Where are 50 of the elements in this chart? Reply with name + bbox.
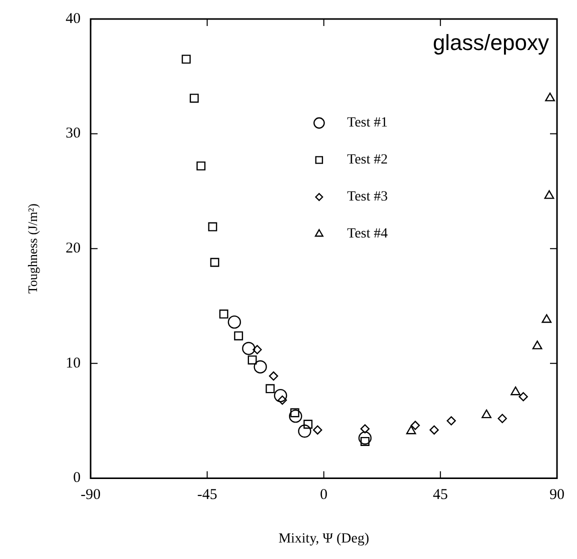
point — [298, 424, 312, 438]
point — [210, 258, 220, 267]
legend-label: Test #3 — [347, 190, 388, 205]
point — [406, 426, 416, 434]
point — [219, 310, 228, 319]
legend-label: Test #2 — [347, 152, 388, 168]
point — [274, 388, 288, 402]
point — [248, 355, 257, 364]
point — [196, 161, 206, 170]
point — [208, 222, 218, 232]
legend-label: Test #1 — [347, 116, 388, 131]
point — [190, 94, 199, 103]
x-axis-title: Mixity, Ψ (Deg) — [278, 531, 370, 546]
point — [252, 345, 262, 354]
x-tick-label: 45 — [432, 487, 448, 504]
point — [268, 371, 278, 381]
point — [304, 420, 312, 429]
point — [266, 384, 275, 394]
y-axis-title: Toughness (J/m²) — [25, 204, 40, 294]
point — [430, 425, 439, 435]
point — [544, 190, 554, 199]
point — [234, 331, 244, 340]
point — [360, 424, 370, 434]
y-tick-label: 10 — [66, 355, 81, 372]
point — [182, 54, 191, 64]
point — [545, 92, 555, 102]
y-tick-label: 20 — [66, 240, 81, 257]
point — [518, 392, 528, 402]
point — [312, 425, 322, 435]
point — [242, 342, 256, 356]
x-tick-label: -90 — [80, 487, 101, 504]
point — [288, 410, 302, 423]
point — [482, 409, 492, 418]
point — [410, 420, 420, 430]
annotation: glass/epoxy — [432, 30, 549, 56]
y-tick-label: 0 — [73, 470, 81, 486]
x-tick-label: -45 — [197, 487, 218, 504]
point — [498, 414, 507, 424]
point — [254, 360, 267, 374]
x-tick-label: 90 — [550, 487, 564, 504]
legend-label: Test #4 — [347, 226, 388, 242]
point — [228, 315, 242, 329]
point — [542, 314, 552, 323]
y-tick-label: 30 — [66, 126, 81, 142]
point — [510, 386, 520, 396]
x-tick-label: 0 — [320, 487, 328, 504]
point — [532, 340, 542, 350]
point — [446, 416, 456, 426]
y-tick-label: 40 — [66, 10, 81, 27]
point — [358, 431, 372, 445]
